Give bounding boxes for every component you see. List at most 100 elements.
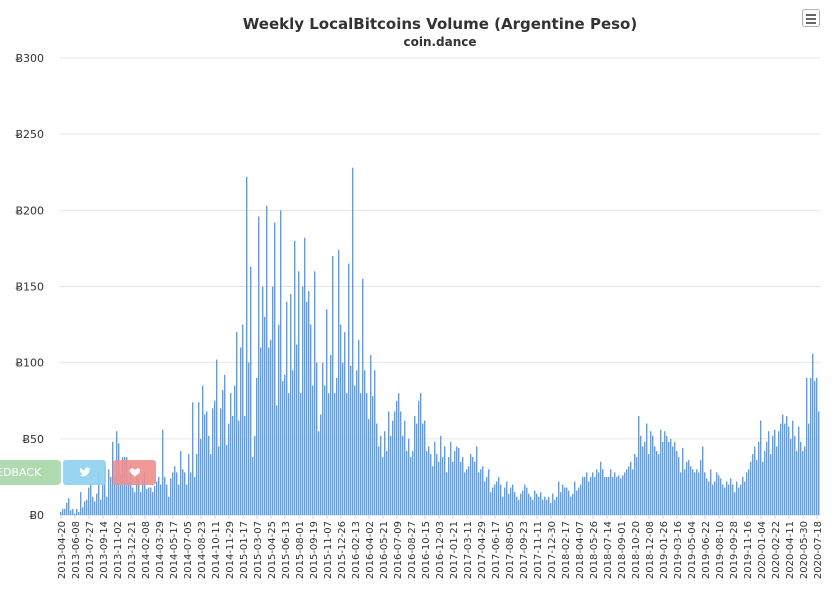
- bar[interactable]: [628, 466, 630, 515]
- bar[interactable]: [756, 460, 758, 515]
- bar[interactable]: [776, 446, 778, 515]
- bar[interactable]: [674, 441, 676, 515]
- bar[interactable]: [436, 454, 438, 515]
- bar[interactable]: [402, 435, 404, 515]
- twitter-share-button[interactable]: [63, 460, 106, 485]
- bar[interactable]: [442, 457, 444, 515]
- bar[interactable]: [288, 393, 290, 515]
- bar[interactable]: [706, 478, 708, 515]
- bar[interactable]: [630, 461, 632, 515]
- bar[interactable]: [722, 484, 724, 515]
- bar[interactable]: [388, 411, 390, 515]
- bar[interactable]: [634, 454, 636, 515]
- bar[interactable]: [250, 266, 252, 515]
- bar[interactable]: [308, 291, 310, 515]
- bar[interactable]: [610, 469, 612, 515]
- bar[interactable]: [162, 429, 164, 515]
- bar[interactable]: [90, 483, 92, 515]
- bar[interactable]: [428, 446, 430, 515]
- bar[interactable]: [670, 438, 672, 515]
- bar[interactable]: [542, 499, 544, 515]
- bar[interactable]: [364, 370, 366, 515]
- bar[interactable]: [420, 393, 422, 515]
- bar[interactable]: [510, 487, 512, 515]
- bar[interactable]: [572, 493, 574, 515]
- bar[interactable]: [594, 476, 596, 515]
- bar[interactable]: [454, 451, 456, 515]
- bar[interactable]: [612, 476, 614, 515]
- bar[interactable]: [422, 423, 424, 515]
- bar[interactable]: [684, 469, 686, 515]
- bar[interactable]: [618, 475, 620, 515]
- bar[interactable]: [130, 464, 132, 515]
- bar[interactable]: [378, 446, 380, 515]
- feedback-tab[interactable]: EDBACK: [0, 460, 61, 485]
- bar[interactable]: [360, 393, 362, 515]
- bar[interactable]: [800, 441, 802, 515]
- bar[interactable]: [310, 324, 312, 515]
- bar[interactable]: [414, 415, 416, 515]
- bar[interactable]: [94, 501, 96, 515]
- bar[interactable]: [690, 466, 692, 515]
- bar[interactable]: [680, 472, 682, 515]
- bar[interactable]: [580, 484, 582, 515]
- bar[interactable]: [600, 461, 602, 515]
- bar[interactable]: [566, 487, 568, 515]
- bar[interactable]: [692, 469, 694, 515]
- bar[interactable]: [766, 441, 768, 515]
- bar[interactable]: [416, 423, 418, 515]
- bar[interactable]: [286, 301, 288, 515]
- bar[interactable]: [770, 454, 772, 515]
- bar[interactable]: [688, 460, 690, 515]
- bar[interactable]: [392, 420, 394, 515]
- bar[interactable]: [734, 492, 736, 515]
- bar[interactable]: [376, 423, 378, 515]
- bar[interactable]: [668, 441, 670, 515]
- bar[interactable]: [160, 484, 162, 515]
- bar[interactable]: [496, 481, 498, 515]
- bar[interactable]: [798, 426, 800, 515]
- bar[interactable]: [114, 476, 116, 515]
- bar[interactable]: [524, 484, 526, 515]
- bar[interactable]: [718, 475, 720, 515]
- bar[interactable]: [654, 446, 656, 515]
- bar[interactable]: [88, 487, 90, 515]
- bar[interactable]: [592, 472, 594, 515]
- bar[interactable]: [66, 502, 68, 515]
- bar[interactable]: [724, 487, 726, 515]
- bar[interactable]: [202, 385, 204, 515]
- bar[interactable]: [366, 393, 368, 515]
- bar[interactable]: [204, 414, 206, 515]
- bar[interactable]: [220, 408, 222, 515]
- bar[interactable]: [316, 362, 318, 515]
- bar[interactable]: [748, 469, 750, 515]
- bar[interactable]: [126, 457, 128, 515]
- bar[interactable]: [578, 487, 580, 515]
- bar[interactable]: [802, 451, 804, 515]
- bar[interactable]: [764, 451, 766, 515]
- bar[interactable]: [196, 454, 198, 515]
- bar[interactable]: [582, 476, 584, 515]
- bar[interactable]: [438, 461, 440, 515]
- bar[interactable]: [638, 415, 640, 515]
- bar[interactable]: [224, 374, 226, 515]
- favorite-button[interactable]: [113, 460, 156, 485]
- bar[interactable]: [810, 377, 812, 515]
- bar[interactable]: [62, 508, 64, 515]
- bar[interactable]: [648, 454, 650, 515]
- bar[interactable]: [746, 472, 748, 515]
- bar[interactable]: [292, 370, 294, 515]
- bar[interactable]: [74, 513, 76, 515]
- bar[interactable]: [608, 476, 610, 515]
- bar[interactable]: [450, 441, 452, 515]
- bar[interactable]: [738, 487, 740, 515]
- bar[interactable]: [562, 484, 564, 515]
- bar[interactable]: [280, 210, 282, 515]
- bar[interactable]: [264, 316, 266, 515]
- bar[interactable]: [812, 353, 814, 515]
- bar[interactable]: [626, 469, 628, 515]
- bar[interactable]: [312, 385, 314, 515]
- bar[interactable]: [452, 461, 454, 515]
- bar[interactable]: [790, 438, 792, 515]
- bar[interactable]: [188, 454, 190, 515]
